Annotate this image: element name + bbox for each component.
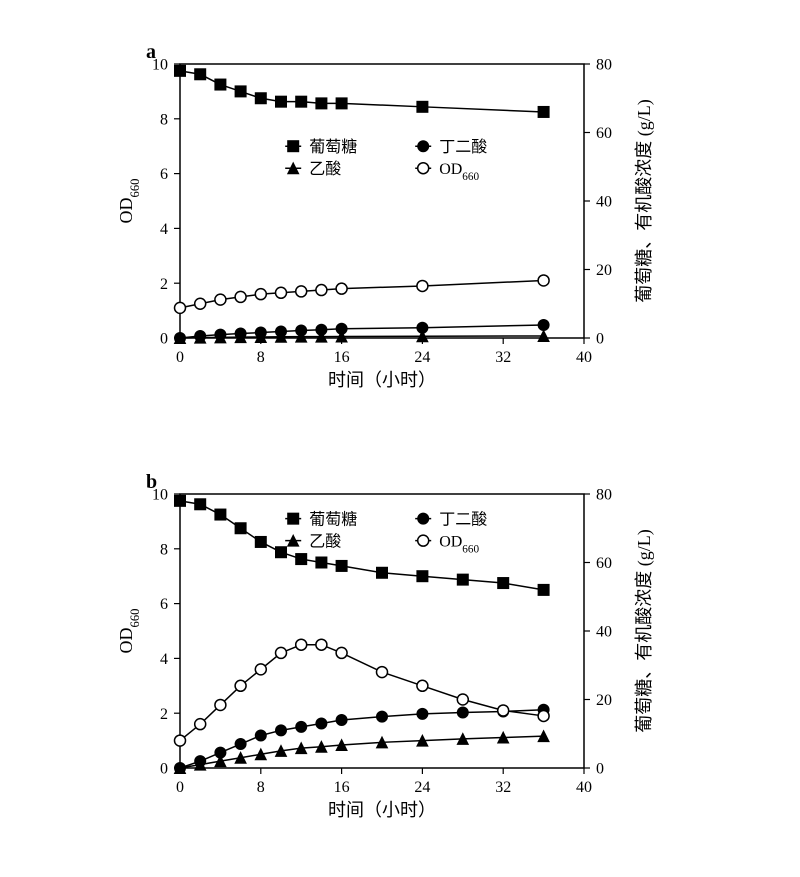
yr-axis-label: 葡萄糖、有机酸浓度 (g/L) [634, 99, 655, 302]
yl-tick-label: 0 [160, 331, 168, 348]
x-tick-label: 0 [176, 779, 184, 796]
yl-tick-label: 8 [160, 111, 168, 128]
yl-tick-label: 2 [160, 276, 168, 293]
x-tick-label: 16 [334, 349, 350, 366]
legend-label-glucose: 葡萄糖 [309, 138, 357, 156]
svg-text:葡萄糖、有机酸浓度 (g/L): 葡萄糖、有机酸浓度 (g/L) [634, 99, 655, 302]
series-line-glucose [180, 501, 544, 590]
plot-frame [180, 494, 584, 768]
x-axis-label: 时间（小时） [328, 800, 436, 820]
legend-label-succ: 丁二酸 [439, 138, 487, 156]
series-line-od [180, 645, 544, 741]
x-tick-label: 8 [257, 779, 265, 796]
legend-label-od: OD660 [439, 533, 479, 555]
legend-label-succ: 丁二酸 [439, 510, 487, 528]
yr-tick-label: 60 [596, 555, 612, 572]
yl-axis-label: OD660 [116, 609, 142, 654]
series-line-od [180, 280, 544, 307]
yl-axis-label: OD660 [116, 179, 142, 224]
yr-tick-label: 0 [596, 331, 604, 348]
x-tick-label: 8 [257, 349, 265, 366]
yl-tick-label: 0 [160, 761, 168, 778]
yr-axis-label: 葡萄糖、有机酸浓度 (g/L) [634, 529, 655, 732]
yl-tick-label: 10 [152, 487, 168, 504]
x-tick-label: 24 [414, 349, 430, 366]
yr-tick-label: 20 [596, 262, 612, 279]
yr-tick-label: 20 [596, 692, 612, 709]
x-tick-label: 40 [576, 349, 592, 366]
yr-tick-label: 80 [596, 487, 612, 504]
yl-tick-label: 2 [160, 706, 168, 723]
yl-tick-label: 4 [160, 651, 168, 668]
yl-tick-label: 8 [160, 541, 168, 558]
x-tick-label: 32 [495, 779, 511, 796]
yl-tick-label: 4 [160, 221, 168, 238]
x-axis-label: 时间（小时） [328, 370, 436, 390]
svg-text:OD660: OD660 [116, 179, 142, 224]
x-tick-label: 40 [576, 779, 592, 796]
series-line-glucose [180, 71, 544, 112]
yr-tick-label: 40 [596, 624, 612, 641]
yr-tick-label: 0 [596, 761, 604, 778]
yl-tick-label: 10 [152, 57, 168, 74]
legend-label-glucose: 葡萄糖 [309, 510, 357, 528]
svg-text:OD660: OD660 [116, 609, 142, 654]
legend-label-acetic: 乙酸 [309, 160, 341, 178]
yl-tick-label: 6 [160, 166, 168, 183]
legend-label-acetic: 乙酸 [309, 532, 341, 550]
series-line-acetic [180, 736, 544, 768]
yr-tick-label: 40 [596, 194, 612, 211]
yr-tick-label: 60 [596, 125, 612, 142]
chart-panel-a: a0816243240时间（小时）0246810OD660020406080葡萄… [110, 30, 670, 400]
legend-label-od: OD660 [439, 161, 479, 183]
x-tick-label: 0 [176, 349, 184, 366]
yr-tick-label: 80 [596, 57, 612, 74]
x-tick-label: 32 [495, 349, 511, 366]
yl-tick-label: 6 [160, 596, 168, 613]
svg-text:葡萄糖、有机酸浓度 (g/L): 葡萄糖、有机酸浓度 (g/L) [634, 529, 655, 732]
x-tick-label: 24 [414, 779, 430, 796]
x-tick-label: 16 [334, 779, 350, 796]
chart-panel-b: b0816243240时间（小时）0246810OD660020406080葡萄… [110, 460, 670, 830]
